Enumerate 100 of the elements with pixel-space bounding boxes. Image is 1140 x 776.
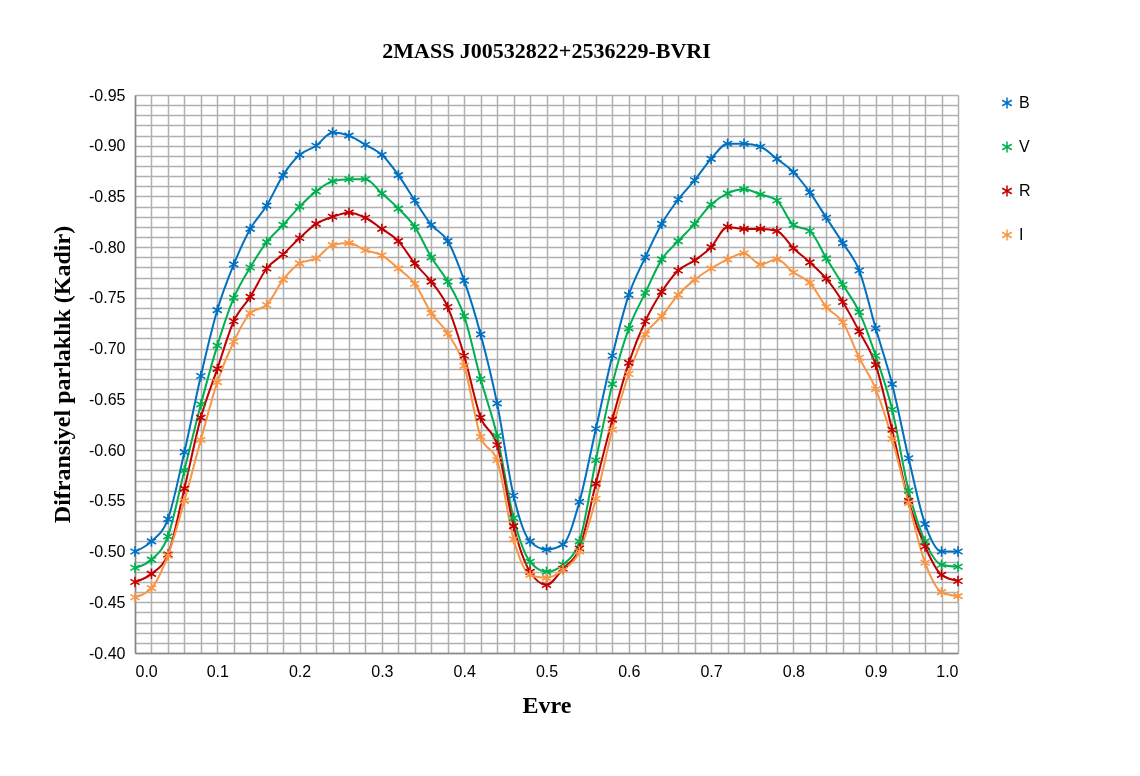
point [705,241,717,254]
point [376,148,388,161]
point [376,249,388,262]
point [244,307,256,320]
point [409,257,421,270]
point [277,218,289,231]
point [343,206,355,219]
point [475,373,487,386]
point [804,224,816,237]
point [837,295,849,309]
point [755,140,766,153]
point [771,224,783,237]
point [689,217,700,230]
point [475,411,487,424]
point [211,376,223,389]
point [952,545,964,558]
point [146,553,157,566]
y-tick-label: -0.50 [89,543,126,561]
point [771,194,783,207]
y-tick-label: -0.60 [89,441,126,459]
point [623,356,635,369]
point [261,262,273,275]
point [146,567,157,580]
point [672,288,684,301]
point [376,222,388,235]
point [820,272,832,285]
point [244,222,256,235]
point [837,316,849,329]
point [919,518,931,531]
point [360,138,371,151]
y-tick-label: -0.70 [89,340,126,358]
point [656,310,668,323]
point [705,152,717,165]
x-tick-label: 0.1 [206,662,230,680]
point [853,325,865,338]
point [508,533,519,546]
point [788,242,799,255]
point [179,446,190,459]
point [310,217,322,230]
point [788,218,799,231]
point [294,257,305,270]
point [606,423,618,436]
point [294,200,305,213]
point [409,194,421,207]
point [327,210,338,223]
point [195,411,207,424]
point [689,273,700,286]
point [310,252,322,265]
point [310,185,322,198]
point [870,349,882,362]
point [738,222,750,235]
point [425,275,437,288]
point [936,558,947,571]
point [179,494,190,507]
point [574,495,585,508]
point [590,454,602,467]
point [261,298,273,312]
point [458,349,470,362]
point [409,277,421,290]
point [952,560,964,573]
point [952,574,964,588]
point [425,251,437,264]
y-tick-label: -0.55 [89,492,126,510]
point [936,586,947,599]
y-tick-label: -0.65 [89,390,126,408]
point [788,166,799,179]
point [870,383,882,396]
x-tick-label: 0.9 [865,662,888,680]
point [738,247,750,260]
point [606,413,618,426]
legend-label: I [1019,226,1024,243]
point [557,538,569,551]
point [853,264,865,277]
point [491,429,503,442]
point [623,322,635,335]
point [639,328,651,341]
x-tick-label: 0.3 [371,662,394,680]
point [606,378,618,391]
chart-title: 2MASS J00532822+2536229-BVRI [382,38,711,63]
point [541,565,552,578]
point [508,489,519,502]
point [524,535,536,548]
x-tick-label: 0.6 [618,662,641,680]
point [705,198,717,211]
point [129,591,141,604]
point [360,173,371,186]
point [425,307,437,320]
point [590,422,602,435]
point [738,183,750,196]
point [722,137,733,150]
point [343,129,355,142]
point [376,187,388,200]
point [590,477,602,490]
point [277,273,289,286]
point [458,359,470,372]
point [755,188,766,201]
point [393,235,404,248]
point [211,362,223,375]
point [837,237,849,250]
point [919,540,931,553]
